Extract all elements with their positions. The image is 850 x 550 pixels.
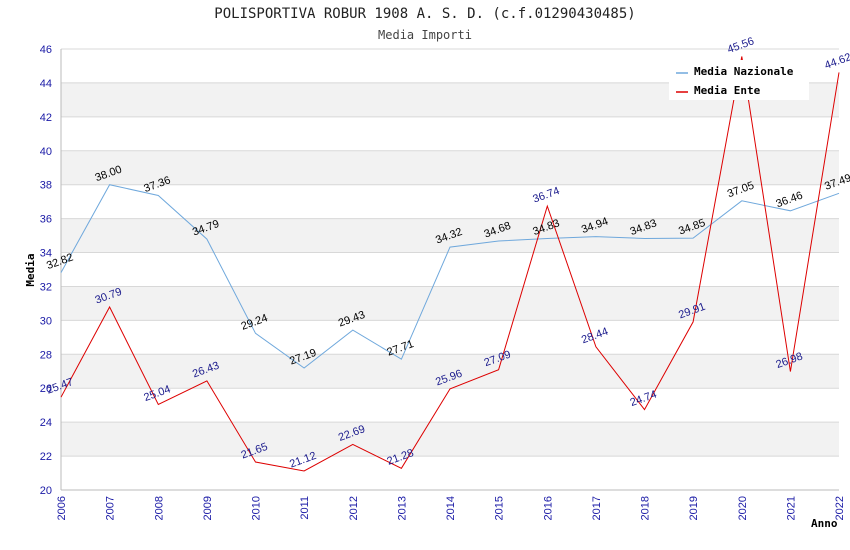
y-tick-label: 44 xyxy=(40,78,52,90)
y-tick-label: 26 xyxy=(40,383,52,395)
x-tick-label: 2015 xyxy=(494,496,506,520)
x-tick-label: 2021 xyxy=(785,496,797,520)
grid-band xyxy=(61,286,839,321)
axes xyxy=(60,49,839,491)
series-lines xyxy=(60,56,840,472)
x-tick-label: 2008 xyxy=(153,496,165,520)
x-tick-label: 2020 xyxy=(737,496,749,520)
plot-area xyxy=(61,49,839,490)
chart-title: POLISPORTIVA ROBUR 1908 A. S. D. (c.f.01… xyxy=(214,6,635,22)
y-tick-label: 40 xyxy=(40,146,52,158)
y-tick-label: 38 xyxy=(40,180,52,192)
series-line-media-nazionale xyxy=(60,184,840,369)
grid-band xyxy=(61,150,839,185)
x-tick-label: 2010 xyxy=(251,496,263,520)
x-axis-label: Anno xyxy=(811,517,838,530)
x-tick-label: 2018 xyxy=(640,496,652,520)
y-tick-label: 32 xyxy=(40,281,52,293)
grid-band xyxy=(61,422,839,457)
y-tick-label: 36 xyxy=(40,214,52,226)
x-tick-label: 2009 xyxy=(202,496,214,520)
grid-band xyxy=(61,354,839,389)
series-line-media-ente xyxy=(60,56,840,472)
y-tick-label: 34 xyxy=(40,248,52,260)
y-tick-label: 46 xyxy=(40,44,52,56)
x-tick-label: 2022 xyxy=(834,496,846,520)
x-tick-label: 2016 xyxy=(542,496,554,520)
y-tick-label: 30 xyxy=(40,315,52,327)
y-tick-labels: 20 22 24 26 28 30 32 34 36 38 40 42 44 46 xyxy=(40,44,52,497)
legend-label-nazionale: Media Nazionale xyxy=(694,65,794,78)
grid-bands xyxy=(61,49,839,490)
x-tick-label: 2014 xyxy=(445,496,457,520)
y-tick-label: 24 xyxy=(40,417,52,429)
legend: Media Nazionale Media Ente xyxy=(669,60,809,100)
legend-box xyxy=(669,60,809,100)
x-tick-label: 2006 xyxy=(56,496,68,520)
x-tick-label: 2012 xyxy=(348,496,360,520)
x-tick-label: 2019 xyxy=(688,496,700,520)
x-tick-label: 2017 xyxy=(591,496,603,520)
y-tick-label: 22 xyxy=(40,451,52,463)
legend-label-ente: Media Ente xyxy=(694,84,761,97)
y-tick-label: 20 xyxy=(40,485,52,497)
x-tick-label: 2007 xyxy=(105,496,117,520)
x-tick-label: 2013 xyxy=(396,496,408,520)
y-axis-label: Media xyxy=(24,253,37,286)
x-tick-labels: 2006 2007 2008 2009 2010 2011 2012 2013 2014 2015… xyxy=(56,496,846,520)
x-tick-label: 2011 xyxy=(299,496,311,520)
chart-subtitle: Media Importi xyxy=(378,28,472,42)
y-tick-label: 42 xyxy=(40,112,52,124)
y-tick-label: 28 xyxy=(40,349,52,361)
